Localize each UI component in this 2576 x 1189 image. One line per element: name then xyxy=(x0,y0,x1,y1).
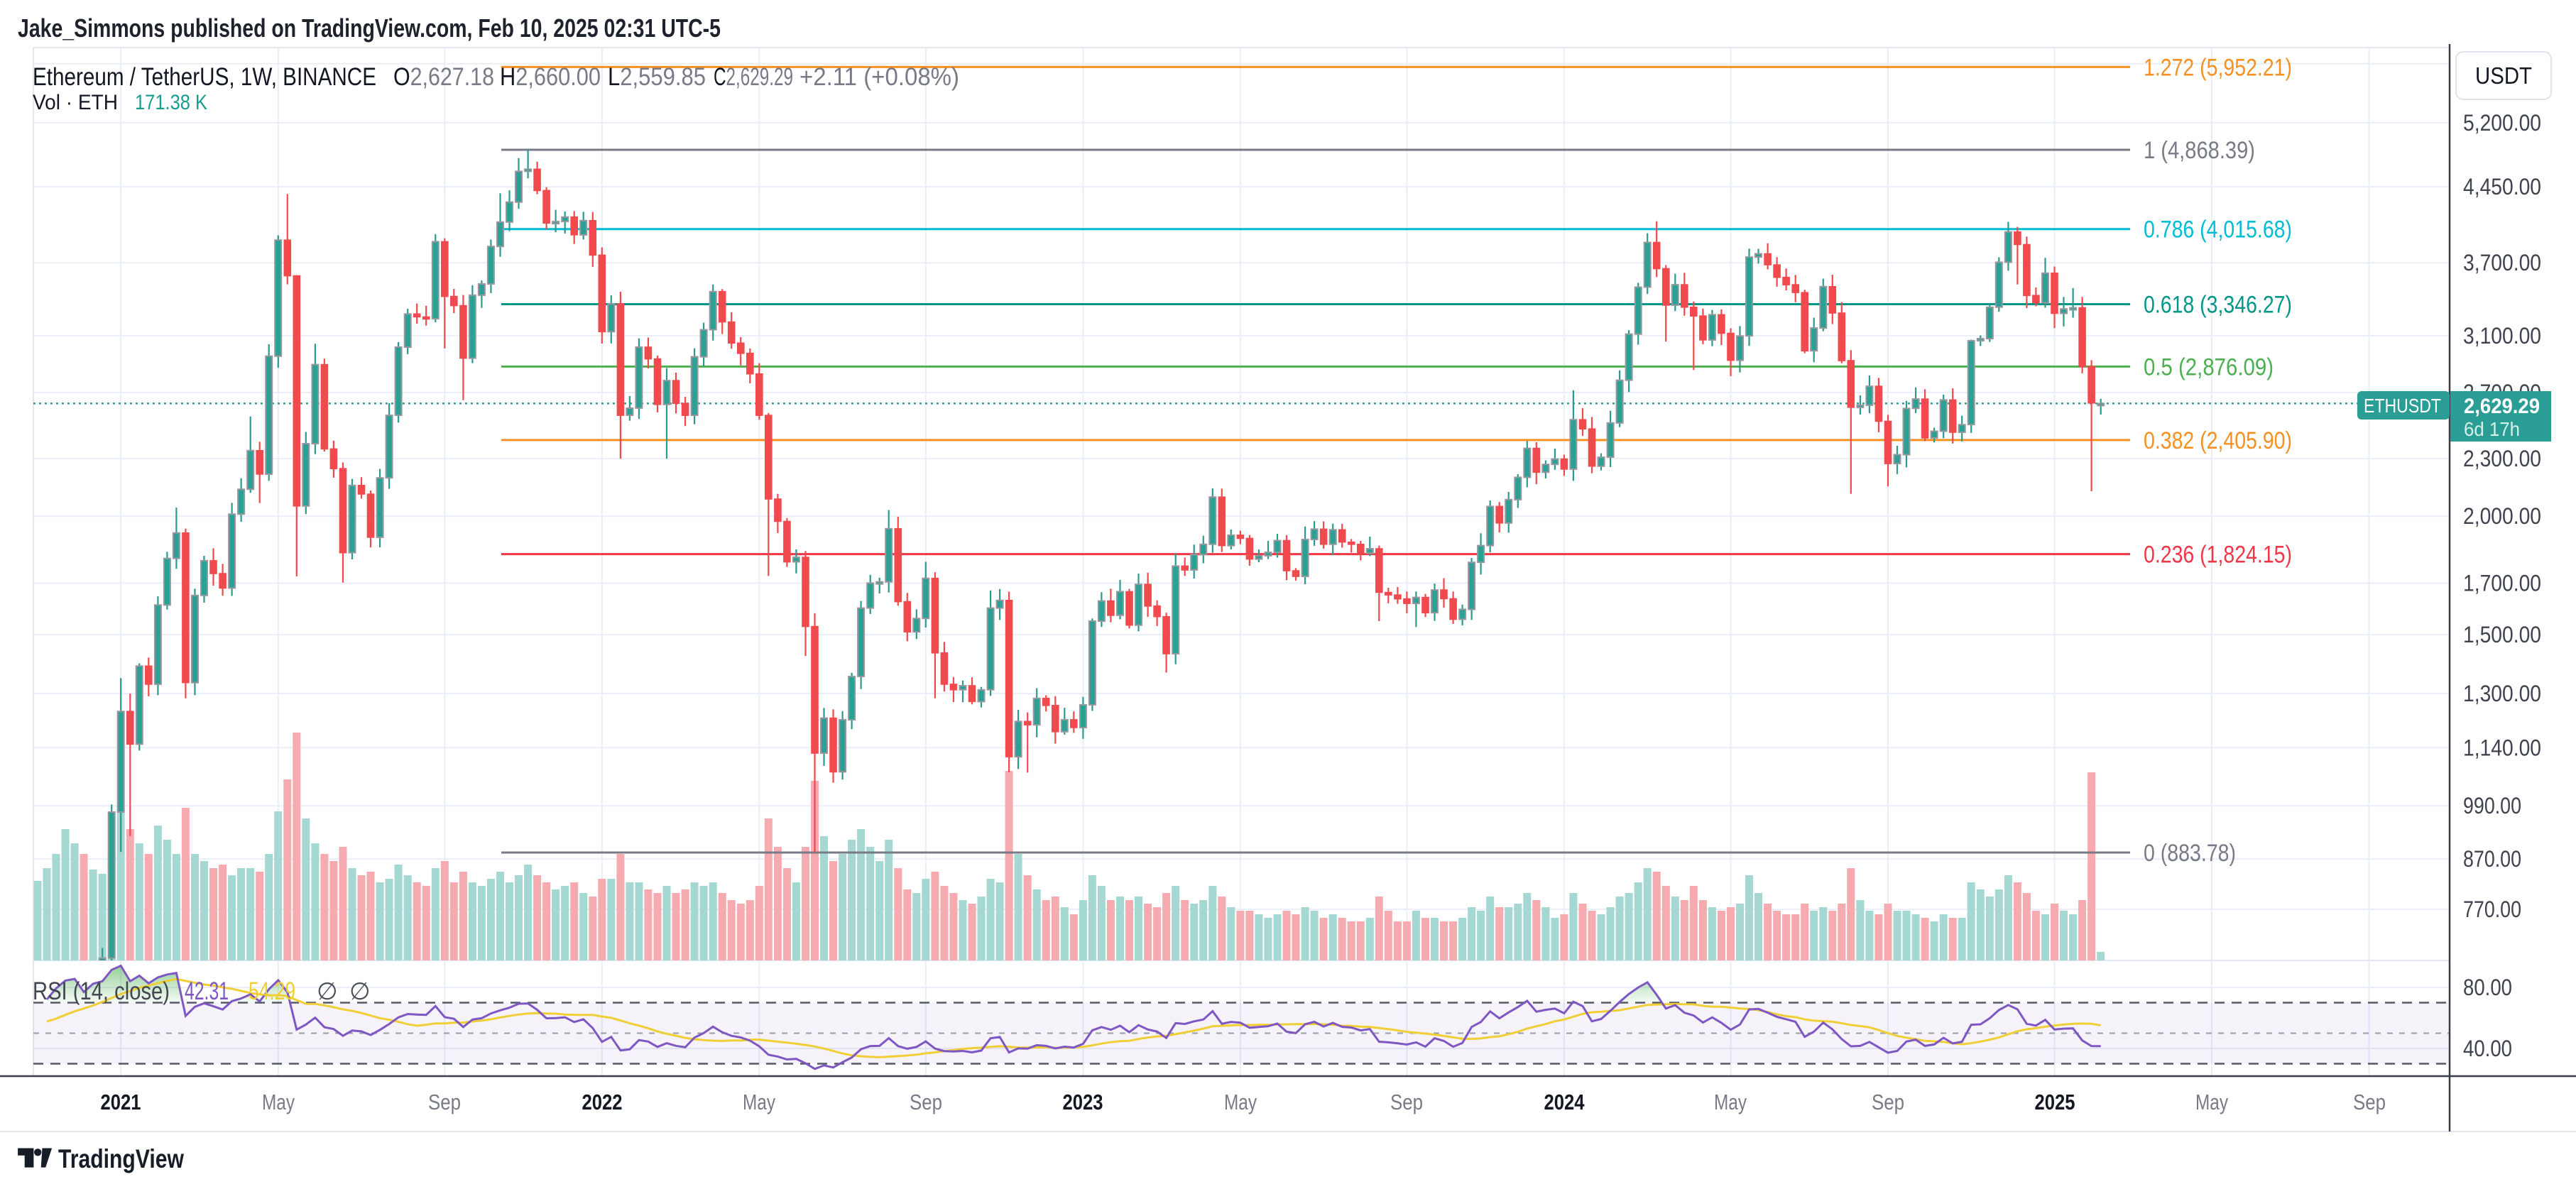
svg-text:4,450.00: 4,450.00 xyxy=(2463,174,2541,199)
svg-text:May: May xyxy=(262,1090,295,1114)
svg-text:May: May xyxy=(1224,1090,1257,1114)
svg-text:2,000.00: 2,000.00 xyxy=(2463,503,2541,529)
svg-text:C2,629.29: C2,629.29 xyxy=(714,63,793,91)
svg-text:Sep: Sep xyxy=(1872,1090,1904,1114)
svg-text:∅: ∅ xyxy=(317,978,338,1005)
svg-text:Ethereum / TetherUS, 1W, BINAN: Ethereum / TetherUS, 1W, BINANCE xyxy=(33,63,376,91)
svg-text:3,700.00: 3,700.00 xyxy=(2463,250,2541,275)
svg-text:770.00: 770.00 xyxy=(2463,897,2521,922)
svg-text:0.5 (2,876.09): 0.5 (2,876.09) xyxy=(2144,354,2274,380)
svg-text:Sep: Sep xyxy=(910,1090,942,1114)
svg-text:2,300.00: 2,300.00 xyxy=(2463,446,2541,471)
svg-text:80.00: 80.00 xyxy=(2463,975,2512,1000)
svg-text:Jake_Simmons published on Trad: Jake_Simmons published on TradingView.co… xyxy=(18,13,721,43)
svg-text:0.618 (3,346.27): 0.618 (3,346.27) xyxy=(2144,292,2292,319)
svg-text:O2,627.18: O2,627.18 xyxy=(393,63,494,91)
svg-text:Vol · ETH: Vol · ETH xyxy=(33,91,118,114)
svg-text:0.786 (4,015.68): 0.786 (4,015.68) xyxy=(2144,217,2292,243)
svg-text:2023: 2023 xyxy=(1063,1090,1103,1114)
svg-text:0 (883.78): 0 (883.78) xyxy=(2144,840,2236,867)
svg-text:40.00: 40.00 xyxy=(2463,1036,2512,1061)
svg-text:1,700.00: 1,700.00 xyxy=(2463,570,2541,596)
svg-text:990.00: 990.00 xyxy=(2463,793,2521,818)
svg-text:0.236 (1,824.15): 0.236 (1,824.15) xyxy=(2144,542,2292,569)
svg-text:Sep: Sep xyxy=(428,1090,461,1114)
svg-text:54.29: 54.29 xyxy=(249,977,295,1005)
svg-text:2024: 2024 xyxy=(1544,1090,1586,1114)
svg-text:0.382 (2,405.90): 0.382 (2,405.90) xyxy=(2144,427,2292,454)
svg-text:May: May xyxy=(743,1090,775,1114)
svg-text:171.38 K: 171.38 K xyxy=(135,91,207,114)
svg-text:870.00: 870.00 xyxy=(2463,846,2521,872)
svg-text:RSI (14, close): RSI (14, close) xyxy=(33,977,170,1005)
svg-text:1 (4,868.39): 1 (4,868.39) xyxy=(2144,137,2255,164)
svg-text:42.31: 42.31 xyxy=(185,977,229,1005)
svg-text:L2,559.85: L2,559.85 xyxy=(608,63,706,91)
svg-text:May: May xyxy=(2195,1090,2228,1114)
svg-text:Sep: Sep xyxy=(1390,1090,1423,1114)
svg-text:1,300.00: 1,300.00 xyxy=(2463,681,2541,706)
svg-text:1,500.00: 1,500.00 xyxy=(2463,622,2541,647)
svg-text:2022: 2022 xyxy=(582,1090,623,1114)
svg-text:∅: ∅ xyxy=(349,978,371,1005)
svg-text:May: May xyxy=(1714,1090,1747,1114)
svg-text:2021: 2021 xyxy=(101,1090,141,1114)
svg-text:6d 17h: 6d 17h xyxy=(2464,418,2520,440)
svg-text:+2.11 (+0.08%): +2.11 (+0.08%) xyxy=(799,63,959,91)
svg-text:USDT: USDT xyxy=(2475,62,2532,89)
svg-text:3,100.00: 3,100.00 xyxy=(2463,323,2541,349)
svg-text:TradingView: TradingView xyxy=(58,1144,184,1173)
svg-text:5,200.00: 5,200.00 xyxy=(2463,110,2541,136)
svg-text:2,629.29: 2,629.29 xyxy=(2464,395,2540,418)
svg-text:1,140.00: 1,140.00 xyxy=(2463,735,2541,760)
svg-text:Sep: Sep xyxy=(2353,1090,2386,1114)
svg-text:2025: 2025 xyxy=(2035,1090,2075,1114)
svg-text:1.272 (5,952.21): 1.272 (5,952.21) xyxy=(2144,54,2292,81)
svg-text:ETHUSDT: ETHUSDT xyxy=(2364,395,2441,417)
svg-text:H2,660.00: H2,660.00 xyxy=(500,63,601,91)
